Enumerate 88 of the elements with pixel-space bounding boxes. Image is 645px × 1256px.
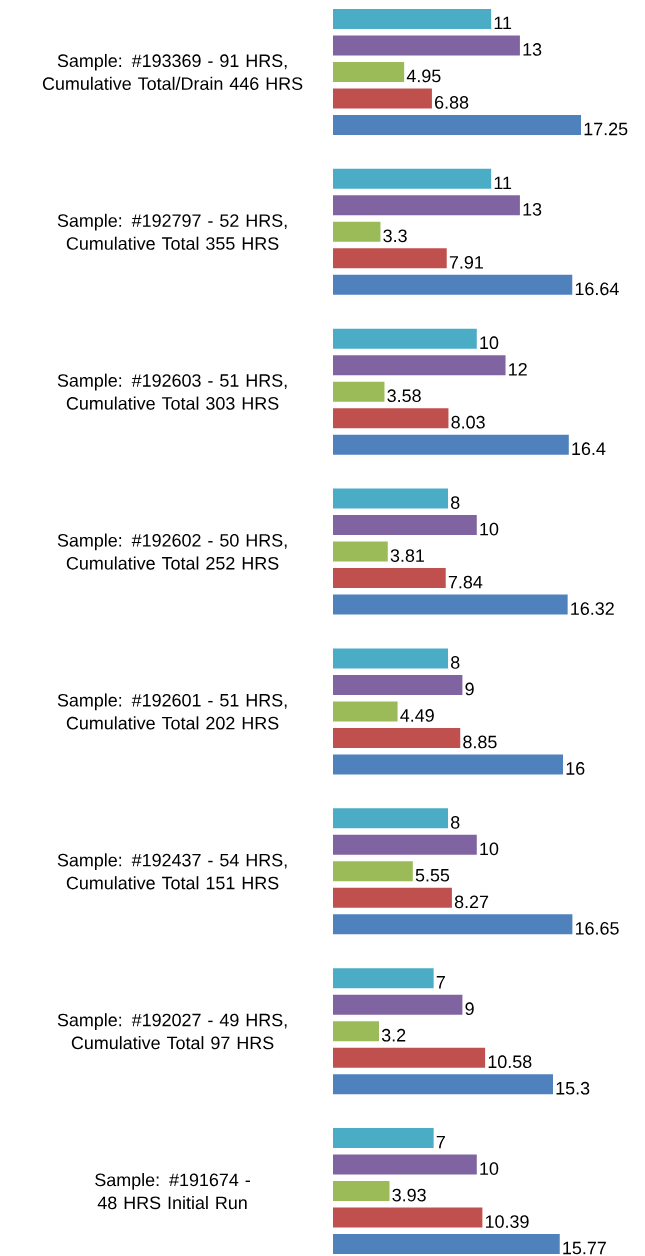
bar xyxy=(333,1181,390,1202)
y-tick-label: Sample: #192601 - 51 HRS, Cumulative Total 202 HRS xyxy=(57,693,287,730)
data-label: 15.77 xyxy=(563,1241,606,1255)
data-label: 16.65 xyxy=(575,921,619,935)
bar xyxy=(333,1074,553,1095)
bar xyxy=(333,541,388,562)
data-label: 16.64 xyxy=(575,282,619,296)
data-label: 8 xyxy=(451,496,460,509)
y-tick-label: Sample: #192603 - 51 HRS, Cumulative Total 303 HRS xyxy=(57,373,287,410)
bar xyxy=(333,594,568,615)
bar xyxy=(333,355,506,376)
y-tick-label: Sample: #193369 - 91 HRS, Cumulative Total/Drain 446 HRS xyxy=(42,53,303,90)
data-label: 15.3 xyxy=(556,1081,590,1095)
bar xyxy=(333,1047,486,1068)
bar xyxy=(333,701,398,722)
data-label: 10 xyxy=(480,842,499,856)
bar xyxy=(333,434,569,455)
data-label: 16 xyxy=(566,762,585,775)
bar xyxy=(333,1021,380,1042)
bar xyxy=(333,994,463,1015)
data-label: 10 xyxy=(480,336,499,350)
data-label: 7 xyxy=(436,1135,445,1149)
bar xyxy=(333,834,477,855)
bar xyxy=(333,88,432,109)
data-label: 4.49 xyxy=(400,709,434,722)
data-label: 4.95 xyxy=(406,69,441,83)
data-label: 17.25 xyxy=(584,122,628,136)
data-label: 3.81 xyxy=(390,549,424,562)
data-label: 3.2 xyxy=(381,1028,406,1042)
bar xyxy=(333,515,477,536)
data-label: 3.3 xyxy=(383,229,407,243)
bar xyxy=(333,754,564,775)
bar xyxy=(333,328,477,349)
data-label: 8.03 xyxy=(451,415,485,429)
data-label: 16.32 xyxy=(571,602,614,615)
data-label: 7 xyxy=(436,976,445,989)
bar xyxy=(333,381,385,402)
bar xyxy=(333,274,573,295)
bar xyxy=(333,808,449,829)
data-label: 16.4 xyxy=(572,442,606,456)
data-label: 12 xyxy=(509,362,527,376)
data-label: 11 xyxy=(494,16,512,30)
bar xyxy=(333,488,449,509)
bar xyxy=(333,727,461,748)
bar xyxy=(333,1207,483,1228)
data-label: 7.84 xyxy=(448,575,483,589)
data-label: 11 xyxy=(494,176,512,189)
bar xyxy=(333,968,434,989)
data-label: 6.88 xyxy=(435,96,469,109)
bar xyxy=(333,648,449,669)
bar xyxy=(333,221,381,242)
data-label: 8.85 xyxy=(463,735,497,749)
data-label: 9 xyxy=(465,1002,474,1016)
bar xyxy=(333,887,452,908)
bar xyxy=(333,674,463,695)
bar xyxy=(333,114,582,135)
data-label: 8.27 xyxy=(454,895,489,909)
y-tick-label: Sample: #192437 - 54 HRS, Cumulative Total 151 HRS xyxy=(57,853,287,890)
bar xyxy=(333,168,492,189)
data-label: 8 xyxy=(451,656,460,669)
y-tick-label: Sample: #192027 - 49 HRS, Cumulative Total 97 HRS xyxy=(57,1013,287,1050)
bar xyxy=(333,61,405,82)
bar xyxy=(333,1154,477,1175)
data-label: 10 xyxy=(480,1162,499,1175)
data-label: 13 xyxy=(523,202,542,216)
data-label: 3.93 xyxy=(392,1188,426,1202)
data-label: 8 xyxy=(451,815,460,829)
bar xyxy=(333,248,447,269)
bar xyxy=(333,1234,560,1255)
data-label: 10 xyxy=(480,522,499,536)
data-label: 3.58 xyxy=(387,389,421,403)
bar xyxy=(333,1128,434,1149)
data-label: 7.91 xyxy=(449,255,483,269)
y-tick-label: Sample: #192602 - 50 HRS, Cumulative Total 252 HRS xyxy=(57,533,287,570)
bar xyxy=(333,408,449,429)
bar xyxy=(333,35,520,56)
y-tick-label: Sample: #192797 - 52 HRS, Cumulative Total 355 HRS xyxy=(57,213,287,250)
data-label: 13 xyxy=(523,43,542,56)
data-label: 10.39 xyxy=(485,1215,529,1228)
bar xyxy=(333,914,573,935)
bar xyxy=(333,861,413,882)
bar xyxy=(333,195,520,216)
y-tick-label: Sample: #191674 - 48 HRS Initial Run xyxy=(95,1173,250,1210)
data-label: 10.58 xyxy=(488,1055,532,1069)
bar xyxy=(333,8,492,29)
data-label: 5.55 xyxy=(415,869,450,882)
data-label: 9 xyxy=(465,682,474,696)
bar xyxy=(333,568,446,589)
